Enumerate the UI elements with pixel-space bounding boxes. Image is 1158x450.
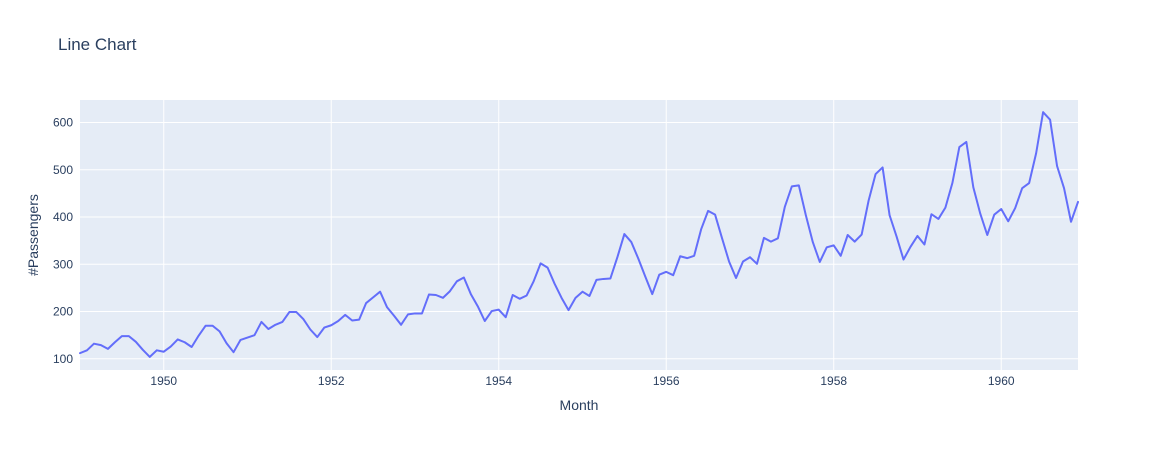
y-tick-label: 400	[53, 210, 73, 224]
x-tick-label: 1956	[653, 374, 680, 388]
y-axis-label: #Passengers	[25, 194, 41, 276]
x-tick-label: 1950	[150, 374, 177, 388]
plot-area	[80, 100, 1078, 370]
x-axis-label: Month	[560, 397, 599, 413]
x-tick-label: 1958	[820, 374, 847, 388]
x-tick-label: 1954	[485, 374, 512, 388]
chart-title: Line Chart	[58, 35, 137, 54]
y-tick-label: 300	[53, 257, 73, 271]
x-tick-label: 1960	[988, 374, 1015, 388]
y-tick-label: 500	[53, 163, 73, 177]
y-tick-label: 200	[53, 305, 73, 319]
y-axis-ticks: 100 200 300 400 500 600	[53, 116, 73, 366]
series-line	[79, 111, 1079, 358]
y-tick-label: 100	[53, 352, 73, 366]
grid-lines	[80, 100, 1078, 370]
series-layer	[79, 111, 1079, 358]
x-tick-label: 1952	[318, 374, 345, 388]
x-axis-ticks: 1950 1952 1954 1956 1958 1960	[150, 374, 1015, 388]
y-tick-label: 600	[53, 116, 73, 130]
